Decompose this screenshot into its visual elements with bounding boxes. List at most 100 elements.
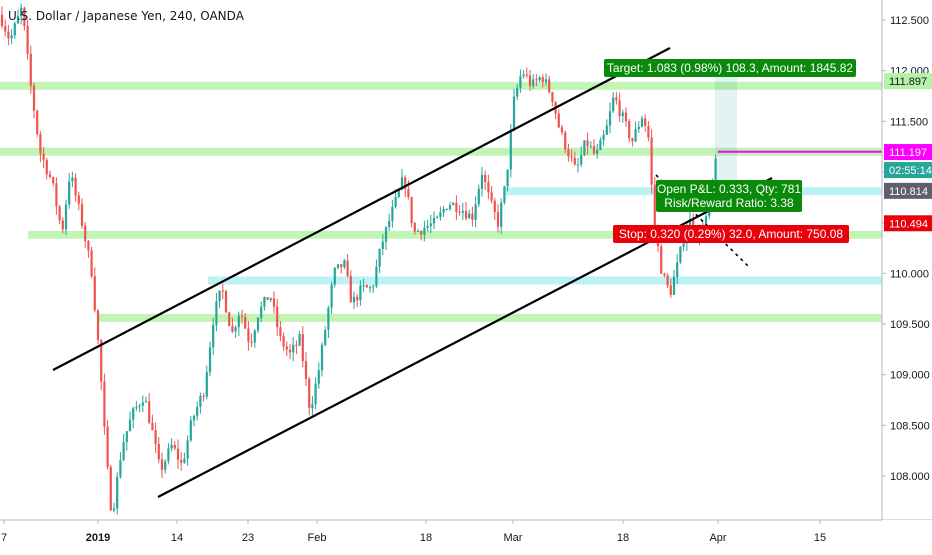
candle-body: [45, 160, 48, 175]
position-profit-zone: [715, 77, 737, 189]
candle-body: [90, 250, 93, 277]
candle-body: [39, 133, 42, 154]
candle-body: [119, 460, 122, 477]
candle-body: [362, 285, 365, 287]
candle-body: [522, 74, 525, 77]
candle-body: [621, 112, 624, 116]
candle-body: [183, 458, 186, 463]
candle-body: [160, 459, 164, 470]
candle-body: [173, 444, 176, 449]
candle-body: [608, 111, 612, 126]
candle-body: [125, 431, 128, 443]
candle-body: [154, 430, 157, 444]
level-zone: [0, 147, 882, 156]
candle-body: [61, 220, 64, 230]
candle-body: [448, 205, 452, 210]
candle-body: [330, 284, 333, 308]
candle-body: [669, 285, 672, 295]
chart-title: U.S. Dollar / Japanese Yen, 240, OANDA: [8, 9, 244, 23]
candle-body: [672, 276, 676, 295]
candle-body: [311, 404, 314, 409]
candle-body: [244, 316, 247, 329]
candle-body: [151, 422, 154, 431]
price-badge-target: 111.197: [884, 144, 932, 161]
candle-body: [48, 174, 52, 177]
candle-body: [599, 140, 602, 150]
candle-body: [618, 100, 621, 116]
candle-body: [628, 121, 631, 139]
candle-body: [218, 290, 221, 302]
candle-body: [308, 378, 311, 409]
candle-body: [423, 227, 426, 235]
candle-body: [87, 240, 90, 251]
candle-body: [42, 153, 45, 161]
candle-body: [452, 202, 455, 206]
candle-body: [624, 112, 628, 122]
candle-body: [496, 211, 500, 227]
y-tick-label: 111.500: [890, 116, 928, 128]
y-tick-label: 110.000: [890, 268, 929, 280]
candle-body: [682, 243, 685, 247]
candle-body: [567, 149, 570, 157]
candle-body: [93, 276, 96, 311]
candle-body: [420, 231, 423, 235]
x-tick-label: 2019: [86, 532, 110, 544]
candle-body: [13, 23, 16, 36]
candle-body: [644, 118, 647, 126]
candle-body: [352, 296, 356, 303]
candle-body: [314, 383, 317, 405]
candle-body: [704, 216, 708, 230]
y-tick-label: 109.000: [890, 370, 930, 382]
candle-body: [80, 203, 84, 226]
candle-body: [400, 177, 404, 190]
candle-body: [416, 231, 420, 233]
pnl-line2: Risk/Reward Ratio: 3.38: [664, 196, 794, 210]
candle-body: [455, 202, 458, 213]
candle-body: [256, 317, 260, 331]
candle-body: [52, 176, 55, 184]
target-label-text: Target: 1.083 (0.98%) 108.3, Amount: 184…: [607, 61, 853, 75]
candle-body: [439, 212, 442, 217]
candle-body: [103, 381, 106, 427]
y-tick-label: 112.500: [890, 15, 929, 27]
candle-body: [372, 286, 375, 288]
candle-body: [336, 264, 340, 268]
candle-body: [506, 169, 509, 187]
candle-body: [493, 200, 496, 212]
candle-body: [189, 420, 192, 441]
candle-body: [320, 344, 324, 371]
badge-bg: [884, 144, 932, 161]
x-tick-label: 18: [617, 532, 629, 544]
candle-body: [535, 79, 538, 81]
candle-body: [560, 127, 564, 133]
candle-body: [480, 175, 484, 189]
candle-body: [365, 285, 368, 288]
candle-body: [250, 341, 253, 343]
candle-body: [583, 140, 586, 156]
candle-body: [157, 443, 160, 460]
candle-body: [356, 296, 359, 301]
candle-body: [116, 476, 119, 509]
candle-body: [288, 349, 292, 353]
candle-body: [557, 113, 560, 128]
candle-body: [458, 212, 461, 214]
candle-body: [384, 227, 388, 242]
x-tick-label: Mar: [504, 532, 523, 544]
candle-body: [180, 460, 183, 463]
candle-body: [192, 415, 196, 421]
candle-body: [71, 177, 74, 182]
candle-body: [135, 406, 138, 409]
candle-body: [186, 440, 189, 459]
candle-body: [10, 35, 13, 39]
candle-body: [532, 79, 535, 86]
candle-body: [576, 164, 580, 166]
candle-body: [503, 186, 506, 203]
candle-body: [432, 217, 436, 224]
y-tick-label: 108.000: [890, 471, 930, 483]
candle-body: [612, 97, 615, 112]
candle-body: [688, 219, 692, 226]
candle-body: [407, 188, 410, 198]
price-badge-stop: 110.494: [884, 215, 932, 232]
